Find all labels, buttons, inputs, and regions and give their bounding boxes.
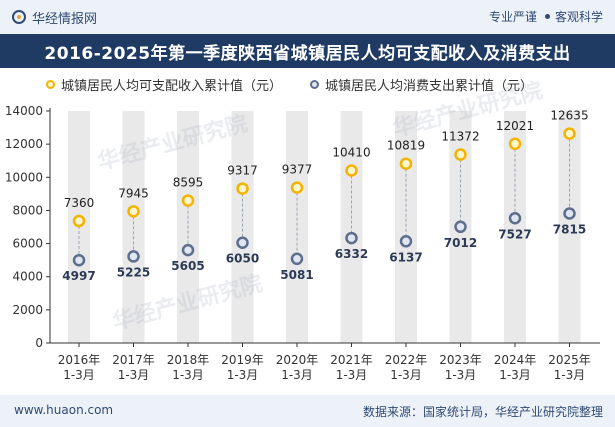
spend-point: [563, 207, 576, 220]
spend-value-label: 6137: [389, 250, 422, 264]
income-point: [290, 181, 304, 194]
x-tick-label-year: 2019年: [221, 353, 264, 367]
y-tick-label: 10000: [5, 170, 43, 184]
spend-value-label: 5605: [171, 259, 204, 273]
legend-label-spend: 城镇居民人均消费支出累计值（元）: [325, 78, 534, 94]
spend-value-label: 5081: [280, 268, 313, 282]
category-band: [286, 111, 308, 343]
income-value-label: 9377: [282, 163, 313, 177]
tag-left: 专业严谨: [488, 10, 537, 24]
income-value-label: 10819: [387, 139, 425, 153]
legend-item-spend: 城镇居民人均消费支出累计值（元）: [310, 75, 533, 94]
income-value-label: 12021: [496, 119, 534, 133]
chart-title: 2016-2025年第一季度陕西省城镇居民人均可支配收入及消费支出: [0, 34, 615, 68]
y-tick-label: 14000: [5, 104, 43, 118]
income-point: [399, 157, 413, 170]
x-tick-label-period: 1-3月: [227, 368, 259, 382]
x-tick-label-year: 2023年: [439, 353, 482, 367]
legend-label-income: 城镇居民人均可支配收入累计值（元）: [61, 78, 283, 94]
x-tick-label-year: 2025年: [548, 353, 591, 367]
y-tick-label: 2000: [12, 303, 43, 317]
y-tick-label: 0: [35, 336, 43, 350]
y-tick-label: 6000: [12, 237, 43, 251]
x-tick-label-period: 1-3月: [172, 368, 204, 382]
income-value-label: 7360: [64, 196, 95, 210]
spend-point: [72, 253, 86, 267]
x-tick-label-year: 2016年: [58, 353, 101, 367]
x-tick-label-year: 2018年: [167, 353, 210, 367]
chart-plot: 020004000600080001000012000140002016年1-3…: [5, 104, 600, 382]
top-bar: 华经情报网 专业严谨 客观科学: [0, 0, 615, 34]
income-value-label: 10410: [332, 145, 370, 159]
income-point: [508, 137, 522, 151]
header-tags: 专业严谨 客观科学: [489, 8, 603, 25]
brand: 华经情报网: [12, 8, 98, 27]
footer: www.huaon.com 数据来源：国家统计局，华经产业研究院整理: [0, 395, 615, 427]
x-tick-label-period: 1-3月: [554, 368, 586, 382]
category-band: [504, 111, 526, 343]
x-tick-label-period: 1-3月: [499, 368, 531, 382]
legend: 城镇居民人均可支配收入累计值（元） 城镇居民人均消费支出累计值（元）: [46, 74, 561, 94]
legend-item-income: 城镇居民人均可支配收入累计值（元）: [46, 75, 282, 94]
x-tick-label-period: 1-3月: [445, 368, 477, 382]
legend-marker-income-icon: [46, 79, 55, 89]
spend-value-label: 6332: [335, 247, 368, 261]
spend-value-label: 4997: [62, 269, 95, 283]
income-point: [454, 148, 467, 161]
x-tick-label-year: 2020年: [276, 353, 319, 367]
footer-site-link[interactable]: www.huaon.com: [14, 403, 114, 417]
x-tick-label-period: 1-3月: [336, 368, 368, 382]
income-point: [181, 194, 195, 207]
category-band: [231, 111, 254, 343]
income-point: [72, 214, 86, 228]
x-tick-label-year: 2024年: [494, 353, 537, 367]
spend-value-label: 6050: [226, 252, 259, 266]
y-tick-label: 8000: [12, 203, 43, 217]
tag-right: 客观科学: [554, 10, 603, 24]
bullet-icon: [544, 14, 550, 19]
income-value-label: 9317: [227, 164, 258, 178]
spend-point: [399, 235, 413, 248]
income-point: [345, 164, 358, 177]
x-tick-label-year: 2022年: [385, 353, 428, 367]
x-tick-label-period: 1-3月: [281, 368, 313, 382]
spend-value-label: 5225: [117, 265, 150, 279]
x-tick-label-period: 1-3月: [118, 368, 150, 382]
spend-point: [508, 212, 522, 225]
spend-point: [236, 236, 249, 249]
y-tick-label: 12000: [5, 137, 43, 151]
x-tick-label-year: 2017年: [112, 353, 155, 367]
spend-point: [127, 250, 140, 263]
income-point: [563, 127, 576, 140]
category-band: [558, 111, 581, 343]
footer-source: 数据来源：国家统计局，华经产业研究院整理: [362, 405, 603, 419]
category-band: [395, 111, 417, 343]
income-value-label: 7945: [118, 186, 149, 200]
spend-value-label: 7012: [444, 236, 477, 250]
x-tick-label-period: 1-3月: [63, 368, 95, 382]
spend-point: [181, 243, 195, 257]
income-value-label: 8595: [173, 176, 204, 190]
spend-point: [454, 220, 467, 234]
spend-value-label: 7815: [553, 222, 586, 236]
income-point: [127, 205, 140, 218]
income-point: [236, 182, 249, 195]
brand-logo-icon: [12, 10, 26, 24]
income-value-label: 12635: [550, 109, 588, 123]
y-tick-label: 4000: [12, 270, 43, 284]
brand-name: 华经情报网: [32, 11, 98, 27]
spend-point: [345, 231, 358, 245]
spend-point: [290, 252, 304, 266]
legend-marker-spend-icon: [310, 79, 320, 89]
x-tick-label-year: 2021年: [330, 353, 373, 367]
x-tick-label-period: 1-3月: [390, 368, 422, 382]
income-value-label: 11372: [441, 130, 479, 144]
spend-value-label: 7527: [498, 227, 531, 241]
